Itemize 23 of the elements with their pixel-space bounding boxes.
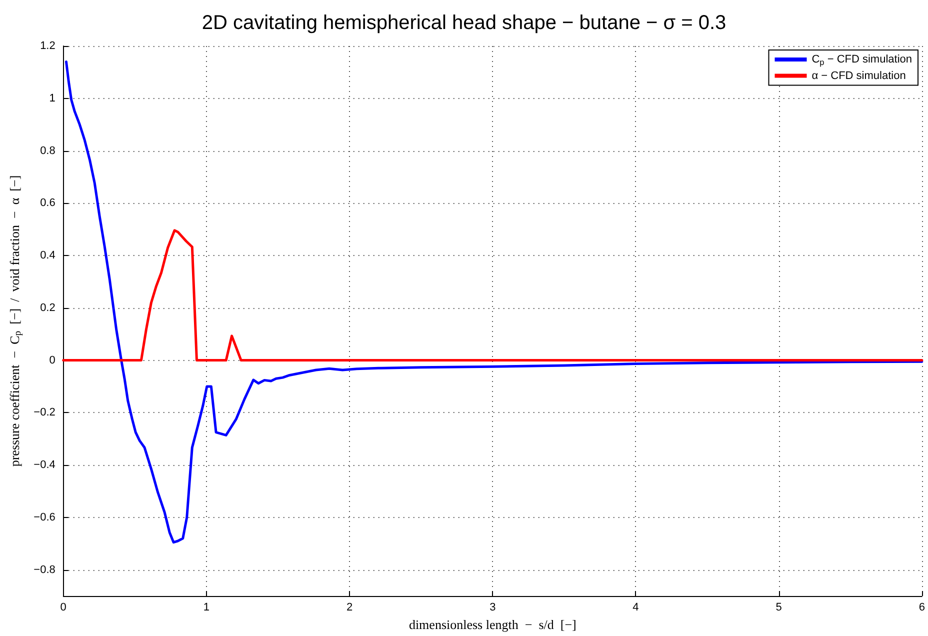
- y-tick-label: 0.8: [40, 144, 56, 157]
- y-tick-label: −0.2: [34, 406, 56, 419]
- y-tick-label: −0.6: [34, 511, 56, 524]
- y-tick-label: −0.8: [34, 564, 56, 576]
- legend-label: α − CFD simulation: [812, 70, 906, 82]
- x-tick-label: 4: [632, 602, 639, 614]
- y-tick-label: 1: [49, 92, 56, 104]
- x-axis-title: dimensionless length − s/d [−]: [408, 617, 576, 632]
- y-tick-label: 0.2: [40, 302, 56, 314]
- y-tick-label: 1.2: [40, 40, 56, 52]
- chart-title: 2D cavitating hemispherical head shape − butane − σ = 0.3: [202, 12, 726, 34]
- y-tick-label: 0.6: [40, 197, 56, 210]
- y-tick-label: −0.4: [34, 459, 56, 472]
- y-tick-label: 0: [49, 354, 56, 366]
- x-tick-label: 5: [776, 602, 782, 614]
- x-tick-label: 6: [918, 602, 926, 614]
- x-tick-label: 2: [346, 602, 353, 614]
- line-series: [62, 229, 924, 362]
- x-tick-label: 3: [490, 602, 496, 614]
- y-tick-label: 0.4: [40, 250, 56, 262]
- x-tick-label: 1: [203, 602, 210, 614]
- y-axis-title: pressure coefficient − Cp [−] / void fraction − α [−]: [7, 175, 24, 467]
- x-tick-label: 0: [60, 602, 66, 614]
